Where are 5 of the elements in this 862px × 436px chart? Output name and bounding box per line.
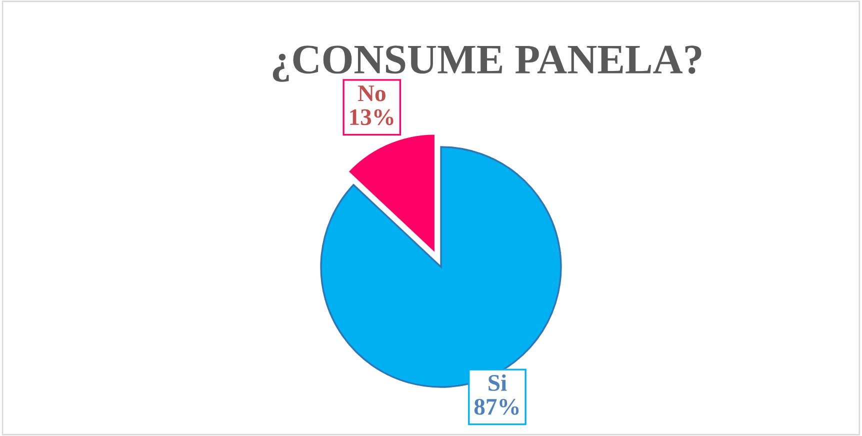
slice-label: No	[358, 86, 386, 102]
chart-title: ¿CONSUME PANELA?	[272, 46, 702, 82]
slice-label: Si	[488, 374, 507, 391]
data-label: 87%	[474, 398, 519, 415]
data-label: 13%	[350, 109, 394, 126]
